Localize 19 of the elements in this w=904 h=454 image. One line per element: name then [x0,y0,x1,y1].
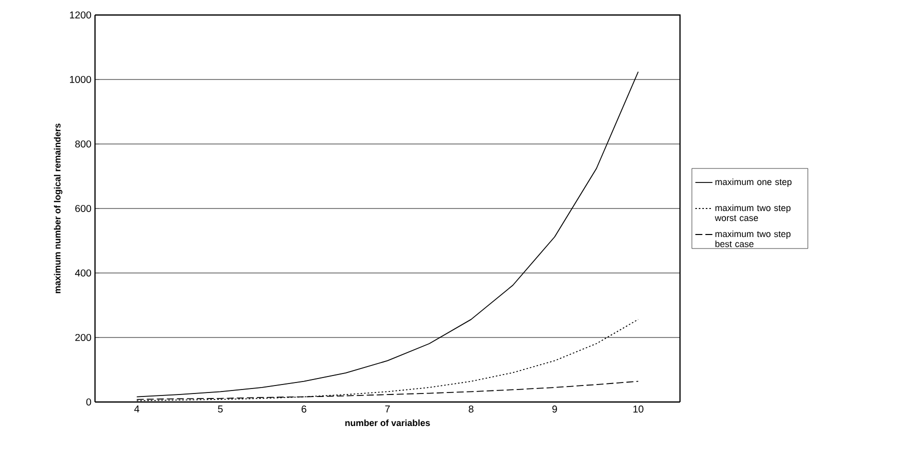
x-tick-label: 6 [302,406,306,413]
y-tick-label: 800 [75,140,92,148]
x-tick-label: 9 [552,406,557,413]
x-axis-title: number of variables [345,419,430,426]
x-tick-label: 7 [385,406,390,412]
y-tick-label: 600 [75,204,92,212]
legend-label: maximum two step best case [715,230,790,248]
y-tick-label: 1200 [70,11,92,19]
legend-label: maximum two step worst case [714,204,790,222]
x-tick-label: 5 [218,406,223,412]
x-tick-label: 8 [468,406,474,413]
legend-label: maximum one step [715,178,792,187]
y-axis-title: maximum number of logical remainders [54,124,62,294]
y-tick-label: 200 [75,334,92,342]
y-tick-label: 1000 [70,76,92,84]
y-tick-label: 400 [75,269,92,277]
y-tick-label: 0 [86,398,92,406]
x-tick-label: 10 [633,406,644,413]
x-tick-label: 4 [134,406,140,412]
